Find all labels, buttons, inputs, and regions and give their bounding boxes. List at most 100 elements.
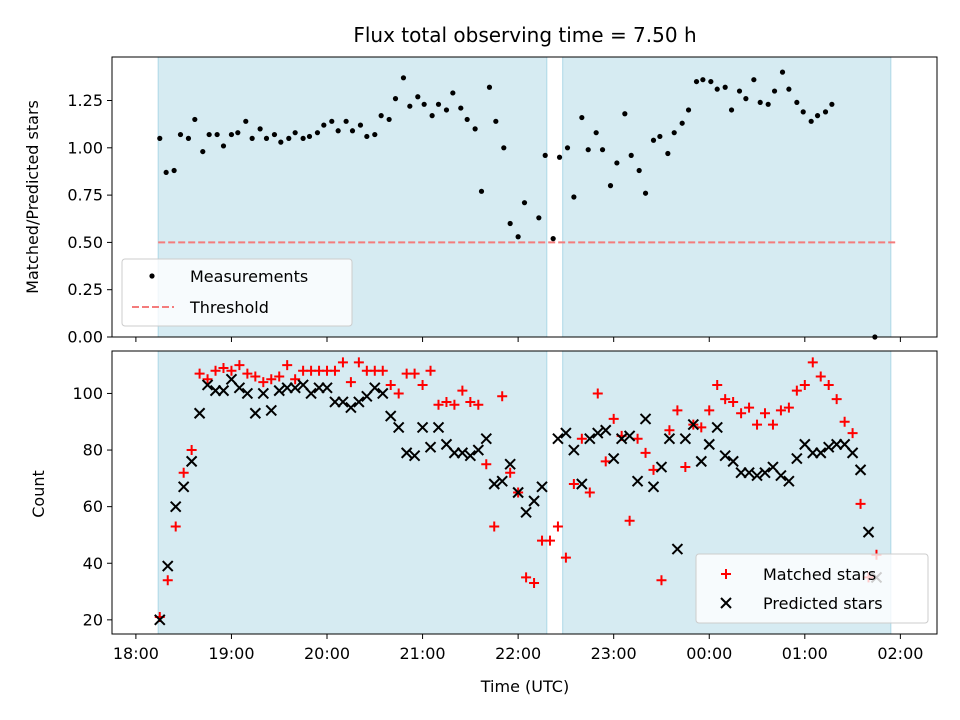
matched-star-point: [823, 379, 834, 390]
predicted-star-point: [257, 387, 270, 400]
predicted-star-point: [416, 421, 429, 434]
legend-matched-marker: [721, 569, 731, 579]
bottom-ytick-label: 40: [83, 554, 103, 573]
matched-star-point: [250, 371, 261, 382]
measurement-point: [429, 113, 435, 119]
matched-star-point: [282, 360, 293, 371]
measurement-point: [278, 139, 284, 145]
bottom-ytick-label: 60: [83, 497, 103, 516]
measurement-point: [814, 113, 821, 119]
measurement-point: [585, 147, 591, 153]
matched-star-point: [608, 413, 619, 424]
predicted-star-point: [528, 495, 540, 507]
measurement-point: [357, 122, 364, 128]
matched-star-point: [274, 371, 285, 382]
measurement-point: [329, 118, 335, 124]
matched-star-point: [337, 357, 348, 368]
measurement-point: [728, 107, 735, 113]
matched-star-point: [473, 399, 484, 410]
matched-star-point: [855, 498, 866, 509]
measurement-point: [171, 167, 177, 174]
predicted-star-point: [177, 481, 190, 493]
matched-star-point: [178, 467, 189, 478]
predicted-star-point: [185, 455, 198, 468]
predicted-star-point: [560, 427, 572, 439]
measurement-point: [185, 135, 192, 141]
predicted-star-point: [169, 500, 182, 513]
xtick-label: 18:00: [113, 644, 159, 663]
matched-star-point: [560, 552, 571, 563]
matched-star-point: [290, 374, 301, 385]
matched-star-point: [425, 365, 436, 376]
measurement-point: [599, 147, 606, 153]
predicted-star-point: [592, 427, 604, 439]
matched-star-point: [815, 371, 826, 382]
predicted-star-point: [408, 450, 421, 462]
predicted-star-point: [775, 469, 787, 482]
measurement-point: [200, 148, 206, 155]
measurement-point: [714, 86, 720, 92]
measurement-point: [335, 128, 341, 134]
measurement-point: [228, 131, 235, 138]
matched-star-point: [728, 396, 739, 407]
measurement-point: [593, 130, 599, 136]
measurement-point: [822, 109, 829, 115]
predicted-star-point: [607, 452, 620, 465]
matched-star-point: [664, 425, 675, 436]
predicted-star-point: [273, 384, 285, 397]
measurement-point: [472, 126, 478, 132]
predicted-star-point: [241, 387, 254, 400]
measurement-point: [349, 128, 356, 134]
xtick-label: 22:00: [495, 644, 541, 663]
measurement-point: [829, 101, 835, 107]
matched-star-point: [576, 433, 587, 444]
matched-star-point: [807, 357, 818, 368]
measurement-point: [507, 220, 513, 227]
matched-star-point: [632, 433, 643, 444]
predicted-star-point: [615, 433, 628, 445]
matched-star-point: [839, 416, 850, 427]
measurement-point: [464, 116, 470, 123]
xtick-label: 20:00: [304, 644, 350, 663]
measurement-point: [364, 133, 370, 140]
matched-star-point: [529, 578, 540, 589]
measurement-point: [685, 107, 692, 113]
measurement-point: [501, 145, 507, 151]
predicted-star-point: [369, 382, 381, 394]
bottom-axes-frame: [111, 350, 938, 635]
predicted-star-point: [623, 430, 636, 442]
matched-star-point: [752, 419, 763, 430]
predicted-star-point: [639, 413, 652, 425]
matched-star-point: [680, 462, 691, 473]
bottom-ytick-label: 80: [83, 441, 103, 460]
measurement-point: [556, 154, 563, 160]
measurement-point: [693, 78, 700, 85]
matched-star-point: [704, 405, 715, 416]
predicted-star-point: [703, 438, 715, 451]
measurement-point: [665, 150, 671, 157]
matched-star-point: [242, 368, 253, 379]
predicted-star-point: [249, 407, 262, 419]
measurement-point: [622, 111, 628, 117]
predicted-star-point: [600, 424, 612, 436]
top-ytick-label: 0.75: [67, 186, 103, 205]
predicted-star-point: [815, 447, 827, 459]
measurement-point: [257, 126, 263, 132]
xtick-label: 00:00: [686, 644, 732, 663]
matched-star-point: [759, 408, 770, 419]
measurement-point: [206, 131, 212, 138]
measurement-point: [486, 84, 493, 90]
matched-star-point: [433, 399, 444, 410]
predicted-star-point: [424, 441, 437, 453]
predicted-star-point: [854, 464, 867, 476]
top-ytick-label: 0.00: [67, 328, 103, 347]
measurement-point: [722, 84, 728, 90]
predicted-star-point: [759, 466, 771, 479]
measurement-point: [736, 88, 743, 94]
xtick-label: 02:00: [877, 644, 923, 663]
predicted-star-point: [504, 458, 516, 470]
matched-star-point: [600, 456, 611, 467]
top-ytick-label: 1.00: [67, 138, 103, 157]
predicted-star-point: [265, 404, 277, 417]
measurement-point: [306, 133, 313, 140]
